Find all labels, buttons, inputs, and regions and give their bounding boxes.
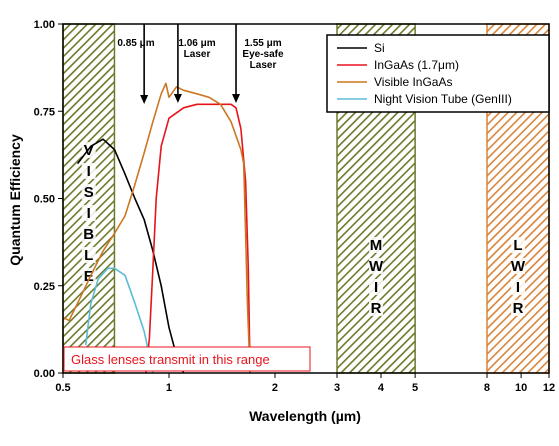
band-letter: L [513,237,522,254]
band-letter: B [83,226,94,243]
x-tick-label: 10 [515,382,527,394]
series-line-si [76,138,185,374]
band-letter: I [516,279,520,296]
y-axis-title: Quantum Efficiency [7,134,23,266]
callout-box [63,346,311,372]
x-tick-label: 2 [272,382,278,394]
band-letter: W [511,258,526,275]
band-letter-bg [81,184,96,200]
x-tick-label: 1 [166,382,172,394]
legend-label-ingaas-1-7-m: InGaAs (1.7μm) [374,58,459,72]
y-tick-label: 0.50 [34,194,55,206]
series-line-ingaas-1-7-m [145,103,251,374]
data-series [62,82,251,374]
x-tick-label: 3 [334,382,340,394]
band-letter-bg [510,237,525,253]
band-letter-bg [369,237,384,253]
y-tick-label: 0.00 [34,368,55,380]
x-tick-label: 8 [484,382,490,394]
x-tick-label: 5 [412,382,418,394]
callout-text: Glass lenses transmit in this range [71,352,270,367]
annotation-label: 1.06 μm [178,38,215,49]
annotation-arrowhead [140,95,149,104]
annotation-arrowhead [232,94,241,103]
legend-label-visible-ingaas: Visible InGaAs [374,75,453,89]
band-letter: I [374,279,378,296]
x-axis-ticks: 0.5 1 2 3 4 5 8 10 12 [55,373,555,394]
band-letter: E [84,268,94,285]
glass-lenses-callout: Glass lenses transmit in this range [63,346,311,372]
y-axis-ticks: 0.00 0.25 0.50 0.75 1.00 [34,19,63,380]
band-letter-bg [369,300,384,316]
band-letter: V [84,142,94,159]
annotation-label: Laser [250,60,277,71]
x-axis-title: Wavelength (µm) [249,408,361,424]
band-letter: R [513,300,524,317]
y-tick-label: 0.75 [34,106,55,118]
annotation-label: 1.55 μm [244,38,281,49]
band-letter: W [369,258,384,275]
band-letter: S [84,184,94,201]
band-letter: L [84,247,93,264]
band-letter-bg [369,279,384,295]
annotation-label: 0.85 μm [117,38,154,49]
band-letter-bg [510,300,525,316]
band-letter-bg [81,226,96,242]
legend: Si InGaAs (1.7μm) Visible InGaAs Night Visi… [326,34,550,113]
band-letter-bg [81,205,96,221]
band-letter-bg [510,279,525,295]
band-letter-bg [510,258,525,274]
band-letter-bg [369,258,384,274]
series-line-night-vision-tube-geniii [84,267,154,374]
band-letter: M [370,237,383,254]
y-tick-label: 1.00 [34,19,55,31]
y-tick-label: 0.25 [34,281,55,293]
x-tick-label: 12 [543,382,555,394]
annotation-label: Laser [184,49,211,60]
x-tick-label: 0.5 [55,382,70,394]
x-tick-label: 4 [378,382,385,394]
band-letter-bg [81,163,96,179]
band-letter: I [87,163,91,180]
band-letter: R [371,300,382,317]
legend-label-night-vision-tube-geniii: Night Vision Tube (GenIII) [374,92,512,106]
band-letter: I [87,205,91,222]
annotation-label: Eye-safe [242,49,284,60]
band-letter-bg [81,247,96,263]
legend-label-si: Si [374,41,385,55]
series-line-visible-ingaas [62,82,251,374]
annotation-arrowhead [173,94,182,103]
